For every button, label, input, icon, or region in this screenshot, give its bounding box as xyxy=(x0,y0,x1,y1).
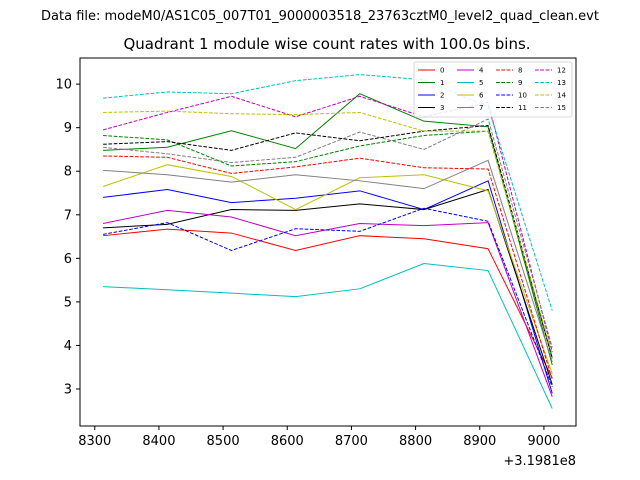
legend-label-1: 1 xyxy=(440,79,444,87)
series-line-10 xyxy=(103,207,553,387)
legend-box xyxy=(413,61,573,118)
series-line-3 xyxy=(103,188,553,385)
y-tick-label: 5 xyxy=(64,295,72,310)
y-tick-label: 7 xyxy=(64,208,72,223)
legend-label-11: 11 xyxy=(518,104,527,112)
legend-label-0: 0 xyxy=(440,67,444,75)
series-line-0 xyxy=(103,228,553,379)
y-axis: 3 4 5 6 7 8 9 10 xyxy=(55,78,80,397)
x-tick-label: 8400 xyxy=(142,434,175,449)
legend-label-5: 5 xyxy=(479,79,483,87)
plot-area xyxy=(80,58,576,426)
legend-label-3: 3 xyxy=(440,104,444,112)
x-tick-label: 8700 xyxy=(335,434,368,449)
series-line-7 xyxy=(103,159,553,363)
y-tick-label: 8 xyxy=(64,165,72,180)
series-line-9 xyxy=(103,130,553,358)
plot-frame xyxy=(79,57,577,427)
x-tick-label: 9000 xyxy=(527,434,560,449)
x-tick-label: 8900 xyxy=(463,434,496,449)
legend-label-10: 10 xyxy=(518,92,527,100)
y-tick-label: 10 xyxy=(55,78,72,93)
series-line-15 xyxy=(103,118,553,348)
legend-label-7: 7 xyxy=(479,104,483,112)
series-line-5 xyxy=(103,263,553,409)
chart-title: Quadrant 1 module wise count rates with … xyxy=(123,35,530,53)
x-tick-label: 8300 xyxy=(78,434,111,449)
x-tick-label: 8500 xyxy=(207,434,240,449)
y-tick-label: 3 xyxy=(64,382,72,397)
legend-label-12: 12 xyxy=(557,67,566,75)
legend-label-8: 8 xyxy=(518,67,522,75)
figure-suptitle: Data file: modeM0/AS1C05_007T01_90000035… xyxy=(41,9,599,24)
y-tick-label: 9 xyxy=(64,121,72,136)
legend-label-9: 9 xyxy=(518,79,522,87)
y-tick-label: 6 xyxy=(64,252,72,267)
legend-label-6: 6 xyxy=(479,92,484,100)
series-line-2 xyxy=(103,180,553,394)
legend-label-4: 4 xyxy=(479,67,484,75)
x-tick-label: 8800 xyxy=(399,434,432,449)
series-line-11 xyxy=(103,124,553,359)
x-tick-label: 8600 xyxy=(271,434,304,449)
legend-label-2: 2 xyxy=(440,92,444,100)
x-axis: 8300 8400 8500 8600 8700 8800 8900 9000 xyxy=(78,426,560,449)
series-line-6 xyxy=(102,164,553,374)
series-line-14 xyxy=(103,110,553,355)
series-line-13 xyxy=(103,74,553,311)
legend-label-14: 14 xyxy=(557,92,566,100)
series-line-8 xyxy=(103,155,553,380)
y-tick-label: 4 xyxy=(64,339,72,354)
legend-label-15: 15 xyxy=(557,104,566,112)
legend-label-13: 13 xyxy=(557,79,566,87)
series-layer xyxy=(102,74,553,409)
x-axis-offset-label: +3.1981e8 xyxy=(503,454,576,469)
